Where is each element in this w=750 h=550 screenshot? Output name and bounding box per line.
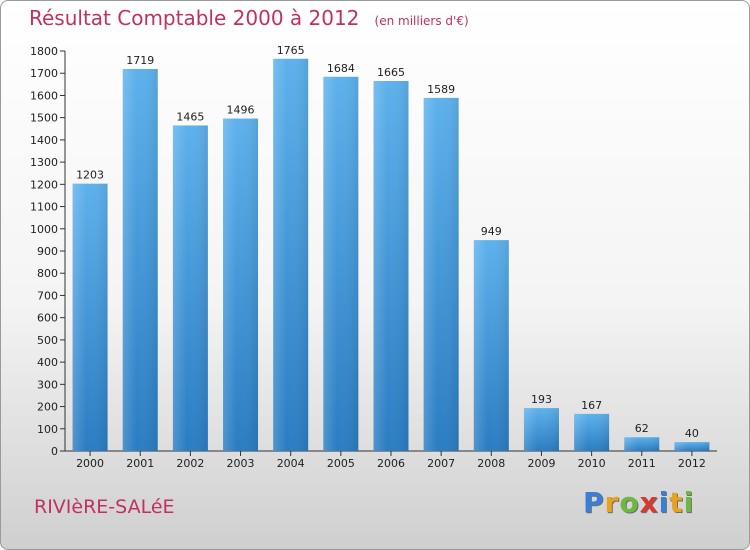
x-tick-label: 2000 xyxy=(76,457,104,470)
bar-shade xyxy=(223,118,259,452)
bar-shade xyxy=(122,69,158,451)
y-tick-label: 900 xyxy=(37,245,58,258)
y-tick-label: 1600 xyxy=(30,89,58,102)
value-label: 62 xyxy=(635,422,649,435)
place-name: RIVIèRE-SALéE xyxy=(34,496,175,518)
chart-title-main: Résultat Comptable 2000 à 2012 xyxy=(29,6,360,30)
x-tick-label: 2010 xyxy=(578,457,606,470)
y-tick-label: 800 xyxy=(37,267,58,280)
y-tick-label: 400 xyxy=(37,356,58,369)
y-tick-label: 1800 xyxy=(30,45,58,58)
value-label: 193 xyxy=(531,393,552,406)
chart-title: Résultat Comptable 2000 à 2012 (en milli… xyxy=(29,6,469,30)
logo-letter: t xyxy=(669,486,684,519)
bar-shade xyxy=(574,413,610,451)
bar-layer xyxy=(72,58,710,452)
value-label: 1203 xyxy=(76,169,104,182)
logo-letter: P xyxy=(583,486,605,519)
y-tick-label: 700 xyxy=(37,289,58,302)
value-label: 1684 xyxy=(327,62,355,75)
value-label: 1665 xyxy=(377,66,405,79)
value-label: 167 xyxy=(581,399,602,412)
x-tick-label: 2007 xyxy=(427,457,455,470)
chart-title-unit: (en milliers d'€) xyxy=(374,14,469,28)
value-label: 1589 xyxy=(427,83,455,96)
bar-shade xyxy=(172,125,208,451)
y-tick-label: 500 xyxy=(37,334,58,347)
y-tick-label: 100 xyxy=(37,423,58,436)
x-tick-label: 2011 xyxy=(628,457,656,470)
y-tick-label: 1300 xyxy=(30,156,58,169)
y-tick-label: 1500 xyxy=(30,112,58,125)
value-label: 949 xyxy=(481,225,502,238)
proxiti-logo: Proxiti xyxy=(583,486,694,519)
x-tick-label: 2008 xyxy=(477,457,505,470)
bar-shade xyxy=(523,408,559,451)
logo-letter: i xyxy=(683,486,695,519)
bar-shade xyxy=(72,183,108,451)
axis-layer: 0 100 200 300 400 500 600 700 800 900 1000 1100 1200… xyxy=(30,45,717,458)
y-tick-label: 300 xyxy=(37,378,58,391)
value-label: 1465 xyxy=(176,110,204,123)
bar-shade xyxy=(323,76,359,452)
x-tick-label: 2012 xyxy=(678,457,706,470)
bar-shade xyxy=(674,442,710,451)
x-tick-label: 2001 xyxy=(126,457,154,470)
logo-letter: o xyxy=(619,486,640,519)
bar-shade xyxy=(273,58,309,452)
bar-shade xyxy=(373,81,409,451)
x-tick-label: 2003 xyxy=(227,457,255,470)
bar-shade xyxy=(473,240,509,451)
y-tick-label: 1100 xyxy=(30,201,58,214)
logo-letter: x xyxy=(639,486,659,519)
value-label: 40 xyxy=(685,427,699,440)
y-tick-label: 1700 xyxy=(30,67,58,80)
y-tick-label: 1000 xyxy=(30,223,58,236)
value-label: 1496 xyxy=(227,104,255,117)
bar-shade xyxy=(423,97,459,451)
logo-letter: r xyxy=(604,486,620,519)
x-tick-label: 2002 xyxy=(176,457,204,470)
value-label: 1719 xyxy=(126,54,154,67)
y-tick-label: 600 xyxy=(37,312,58,325)
x-tick-label: 2009 xyxy=(527,457,555,470)
y-tick-label: 1200 xyxy=(30,178,58,191)
x-tick-label: 2005 xyxy=(327,457,355,470)
bar-shade xyxy=(624,437,660,451)
y-tick-label: 0 xyxy=(51,445,58,458)
logo-letter: i xyxy=(658,486,670,519)
y-tick-label: 1400 xyxy=(30,134,58,147)
value-label: 1765 xyxy=(277,44,305,57)
y-tick-label: 200 xyxy=(37,401,58,414)
x-tick-label: 2006 xyxy=(377,457,405,470)
x-tick-label: 2004 xyxy=(277,457,305,470)
label-layer: 1203 2000 1719 2001 1465 2002 1496 2003 1765 2004… xyxy=(76,44,706,470)
